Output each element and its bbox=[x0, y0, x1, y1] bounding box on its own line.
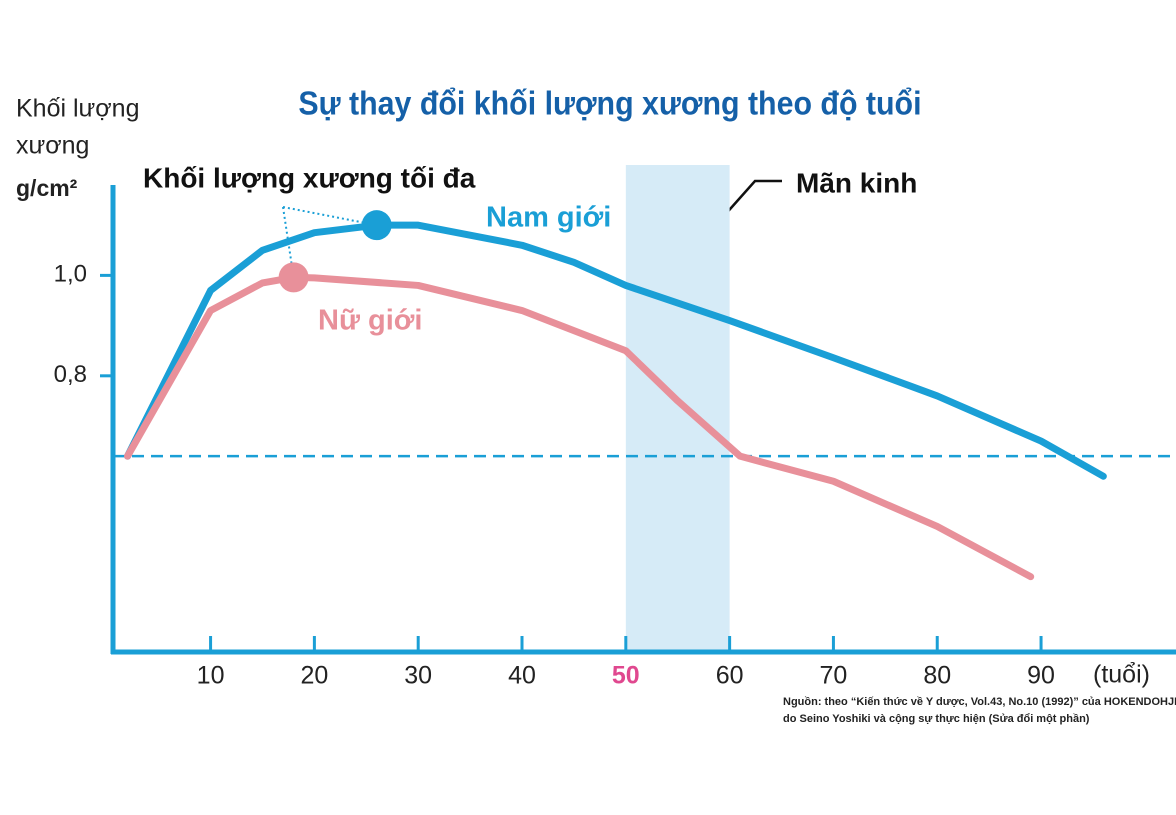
menopause-annotation: Mãn kinh bbox=[796, 167, 917, 198]
y-label: xương bbox=[16, 132, 89, 160]
menopause-band bbox=[625, 165, 730, 652]
legend-label: Nam giới bbox=[486, 202, 611, 234]
source: do Seino Yoshiki và cộng sự thực hiện (S… bbox=[783, 713, 1090, 725]
peak-marker bbox=[361, 210, 392, 241]
x-tick-label: 70 bbox=[820, 662, 848, 690]
x-tick-label: 20 bbox=[300, 662, 328, 690]
x-tick-label: 80 bbox=[923, 662, 951, 690]
series-line bbox=[124, 221, 1107, 480]
y-tick-label: 1,0 bbox=[54, 261, 87, 288]
peak-marker bbox=[278, 262, 309, 293]
series-line bbox=[124, 273, 1035, 581]
y-label: Khối lượng bbox=[16, 95, 139, 123]
peak-leader bbox=[282, 206, 377, 227]
x-tick-label: 50 bbox=[612, 662, 640, 690]
y-tick-label: 0,8 bbox=[54, 361, 87, 388]
x-unit: (tuổi) bbox=[1093, 661, 1150, 689]
peak-annotation: Khối lượng xương tối đa bbox=[143, 162, 476, 193]
legend-label: Nữ giới bbox=[318, 305, 422, 337]
y-label: g/cm² bbox=[16, 175, 78, 201]
x-tick-label: 30 bbox=[404, 662, 432, 690]
x-tick-label: 60 bbox=[716, 662, 744, 690]
peak-leader bbox=[282, 206, 295, 278]
source: Nguồn: theo “Kiến thức về Y dược, Vol.43… bbox=[783, 696, 1176, 708]
chart-title: Sự thay đổi khối lượng xương theo độ tuổ… bbox=[298, 85, 921, 122]
x-tick-label: 40 bbox=[508, 662, 536, 690]
x-tick-label: 10 bbox=[197, 662, 225, 690]
x-tick-label: 90 bbox=[1027, 662, 1055, 690]
